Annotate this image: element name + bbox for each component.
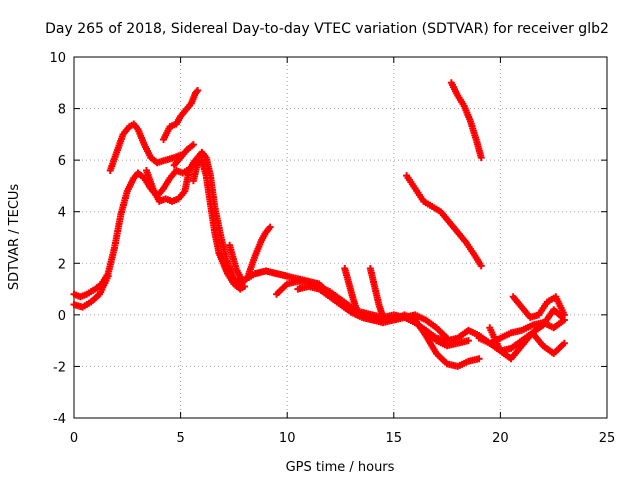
x-tick-label: 25 bbox=[599, 431, 616, 446]
y-tick-label: -4 bbox=[53, 412, 66, 427]
series-track-8 bbox=[226, 241, 253, 285]
series-track-9 bbox=[245, 223, 274, 278]
data-point bbox=[104, 272, 112, 280]
data-point bbox=[477, 154, 485, 162]
axis-ticks: 0 5 10 15 20 25 -4 -2 0 2 4 6 8 10 bbox=[49, 51, 615, 446]
data-point bbox=[464, 337, 472, 345]
series-track-6 bbox=[160, 87, 202, 144]
data-point bbox=[354, 308, 362, 316]
y-tick-label: 10 bbox=[49, 51, 66, 66]
data-point bbox=[475, 355, 483, 363]
series-track-4 bbox=[142, 148, 291, 288]
data-points bbox=[70, 79, 568, 370]
x-tick-label: 15 bbox=[386, 431, 403, 446]
series-track-20 bbox=[509, 293, 568, 321]
series-track-5 bbox=[189, 156, 249, 293]
y-tick-label: 2 bbox=[58, 257, 66, 272]
data-point bbox=[477, 262, 485, 270]
x-axis-label: GPS time / hours bbox=[286, 460, 395, 475]
y-tick-label: 6 bbox=[58, 154, 66, 169]
series-track-16 bbox=[447, 79, 485, 162]
data-point bbox=[193, 88, 201, 96]
y-tick-label: -2 bbox=[53, 360, 66, 375]
series-track-14 bbox=[366, 264, 387, 321]
x-tick-label: 5 bbox=[176, 431, 184, 446]
data-point bbox=[560, 339, 568, 347]
grid-lines bbox=[74, 57, 607, 418]
data-point bbox=[560, 311, 568, 319]
chart-title: Day 265 of 2018, Sidereal Day-to-day VTE… bbox=[45, 21, 609, 37]
x-tick-label: 10 bbox=[279, 431, 296, 446]
data-point bbox=[379, 313, 387, 321]
series-track-2 bbox=[70, 166, 191, 301]
series-track-17 bbox=[422, 316, 568, 347]
x-tick-label: 0 bbox=[70, 431, 78, 446]
series-track-7 bbox=[170, 141, 197, 169]
series-track-13 bbox=[341, 264, 362, 316]
data-point bbox=[266, 223, 274, 231]
data-point bbox=[194, 87, 202, 95]
y-axis-label: SDTVAR / TECUs bbox=[7, 184, 22, 291]
series-track-15 bbox=[403, 172, 485, 270]
y-tick-label: 8 bbox=[58, 103, 66, 118]
plot-frame bbox=[73, 56, 608, 419]
series-track-19 bbox=[475, 306, 566, 355]
x-tick-label: 20 bbox=[492, 431, 509, 446]
series-track-3 bbox=[70, 272, 112, 311]
data-point bbox=[189, 141, 197, 149]
y-tick-label: 4 bbox=[58, 206, 66, 221]
y-tick-label: 0 bbox=[58, 309, 66, 324]
data-point bbox=[241, 282, 249, 290]
